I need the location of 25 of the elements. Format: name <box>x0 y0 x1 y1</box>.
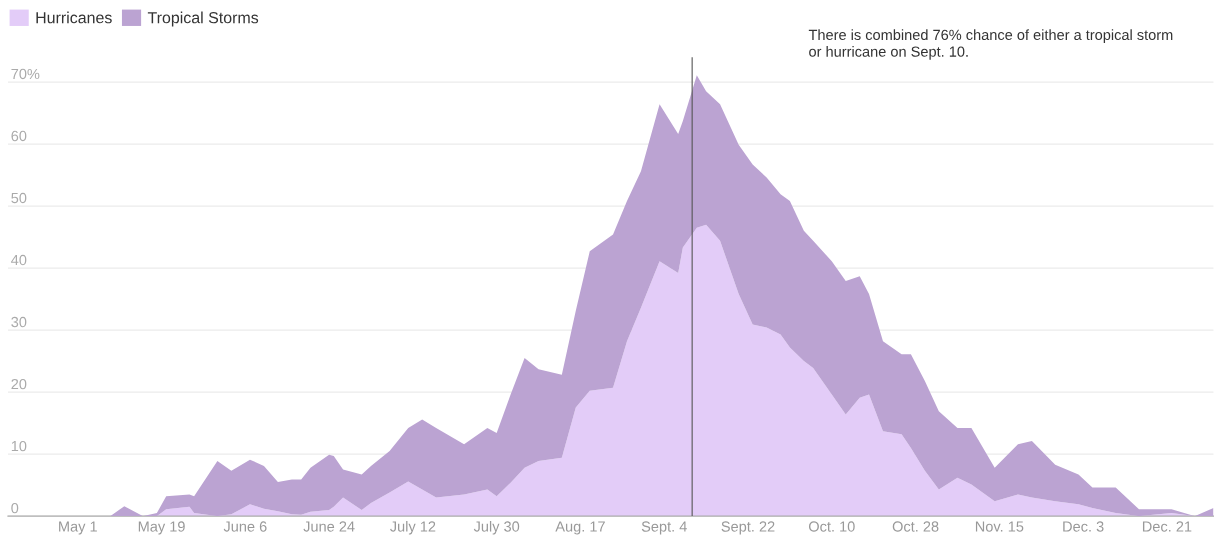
x-tick-label: June 24 <box>303 521 355 532</box>
legend-label: Hurricanes <box>36 11 112 24</box>
x-tick-label: Sept. 22 <box>721 521 775 535</box>
x-tick-label: May 19 <box>138 521 185 535</box>
x-tick-label: May 1 <box>59 521 97 535</box>
x-tick-label: Aug. 17 <box>555 521 605 535</box>
y-tick-label: 50 <box>11 192 27 204</box>
y-tick-label: 10 <box>11 440 27 452</box>
x-tick-label: Dec. 21 <box>1142 521 1192 532</box>
y-tick-label: 20 <box>11 378 27 390</box>
x-tick-label: Sept. 4 <box>641 521 687 535</box>
y-tick-label: 70% <box>11 68 40 80</box>
x-tick-label: Oct. 10 <box>808 521 855 532</box>
y-tick-label: 60 <box>11 130 27 142</box>
legend-label: Tropical Storms <box>147 11 259 27</box>
x-tick-label: July 12 <box>390 520 436 535</box>
x-tick-label: Dec. 3 <box>1063 521 1104 532</box>
x-tick-label: Oct. 28 <box>892 521 939 532</box>
y-tick-label: 30 <box>11 316 27 328</box>
y-tick-label: 0 <box>11 502 19 514</box>
annotation: There is combined 76% chance of either a tropical storm or hurricane on Sept. 10. <box>808 29 1173 60</box>
x-tick-label: Nov. 15 <box>975 521 1024 532</box>
x-tick-label: June 6 <box>223 521 267 532</box>
x-tick-label: July 30 <box>473 520 520 535</box>
y-tick-label: 40 <box>11 254 27 266</box>
